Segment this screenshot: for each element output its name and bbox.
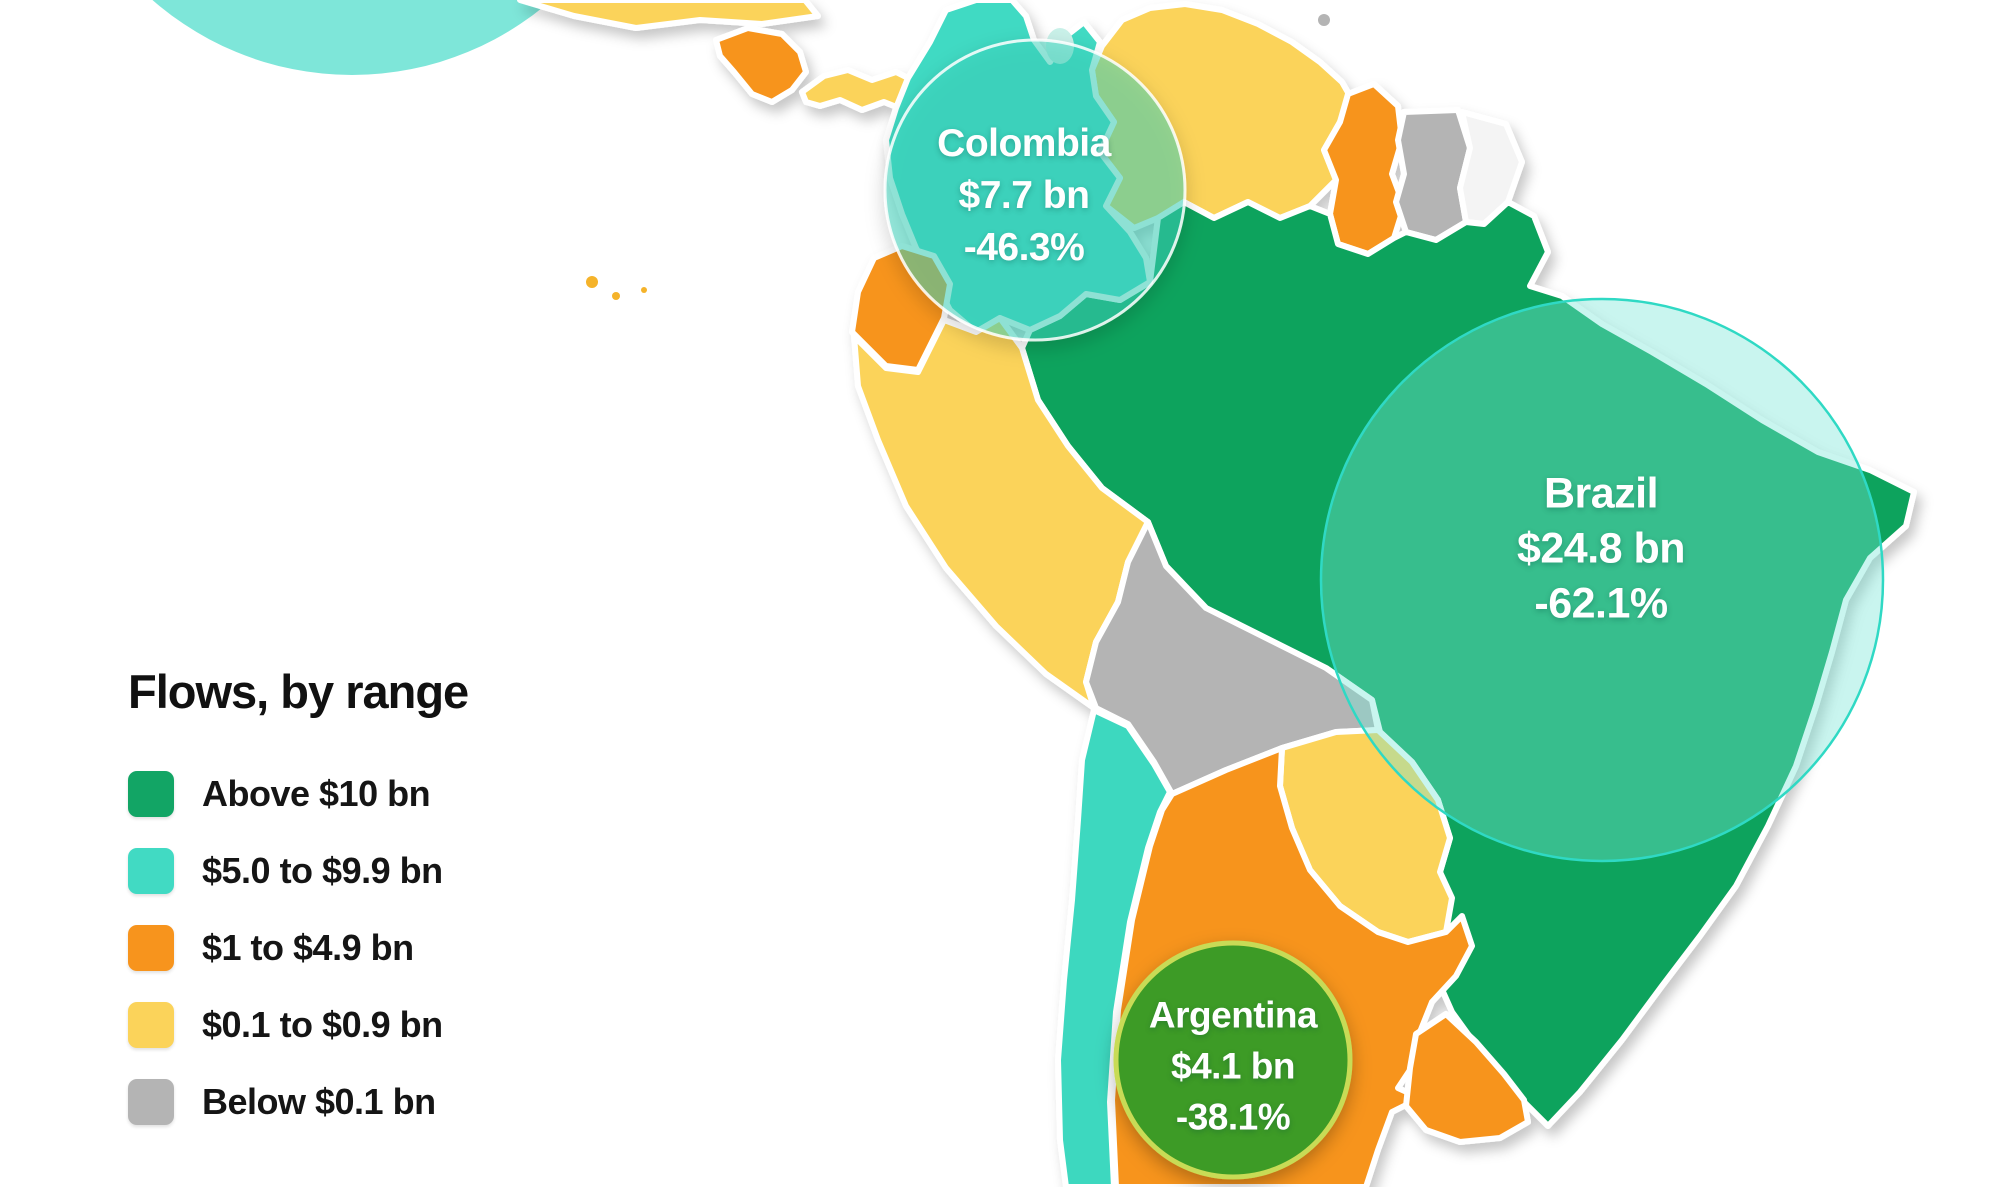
legend-item-below-0.1bn: Below $0.1 bn (128, 1079, 468, 1125)
legend-item-5-to-9.9bn: $5.0 to $9.9 bn (128, 848, 468, 894)
galapagos-island-2 (612, 292, 620, 300)
legend-items: Above $10 bn $5.0 to $9.9 bn $1 to $4.9 … (128, 771, 468, 1125)
legend-swatch-gray (128, 1079, 174, 1125)
legend-item-label: Below $0.1 bn (202, 1081, 436, 1122)
trinidad-island (1318, 14, 1330, 26)
legend-item-above-10bn: Above $10 bn (128, 771, 468, 817)
country-nicaragua (517, 0, 821, 31)
legend-swatch-green (128, 771, 174, 817)
legend-swatch-turquoise (128, 848, 174, 894)
legend-item-1-to-4.9bn: $1 to $4.9 bn (128, 925, 468, 971)
brazil-bubble-label: Brazil $24.8 bn -62.1% (1516, 467, 1686, 632)
legend: Flows, by range Above $10 bn $5.0 to $9.… (128, 664, 469, 1156)
country-costa-rica (713, 25, 809, 105)
colombia-bubble-change: -46.3% (963, 226, 1085, 269)
legend-item-label: Above $10 bn (202, 773, 431, 814)
colombia-bubble (883, 38, 1187, 342)
legend-item-label: $5.0 to $9.9 bn (202, 850, 443, 891)
argentina-bubble (1113, 940, 1353, 1180)
argentina-bubble-label: Argentina $4.1 bn -38.1% (1148, 990, 1318, 1143)
colombia-bubble-country: Colombia (937, 122, 1111, 165)
brazil-bubble-country: Brazil (1543, 469, 1659, 518)
legend-item-label: $1 to $4.9 bn (202, 927, 414, 968)
legend-item-label: $0.1 to $0.9 bn (202, 1004, 443, 1045)
galapagos-island-3 (641, 287, 647, 293)
legend-title: Flows, by range (128, 665, 469, 718)
legend-swatch-orange (128, 925, 174, 971)
legend-item-0.1-to-0.9bn: $0.1 to $0.9 bn (128, 1002, 468, 1048)
country-uruguay (1403, 1011, 1531, 1145)
colombia-bubble-label: Colombia $7.7 bn -46.3% (937, 118, 1111, 274)
brazil-bubble-change: -62.1% (1534, 579, 1668, 628)
offmap-bubble (152, 0, 552, 75)
brazil-bubble (1319, 297, 1885, 863)
legend-swatch-yellow (128, 1002, 174, 1048)
galapagos-island-1 (586, 276, 598, 288)
colombia-bubble-value: $7.7 bn (958, 174, 1090, 217)
country-suriname (1393, 107, 1473, 243)
brazil-bubble-value: $24.8 bn (1516, 524, 1686, 573)
argentina-bubble-value: $4.1 bn (1171, 1045, 1296, 1087)
argentina-bubble-change: -38.1% (1175, 1096, 1291, 1138)
argentina-bubble-country: Argentina (1148, 994, 1318, 1036)
